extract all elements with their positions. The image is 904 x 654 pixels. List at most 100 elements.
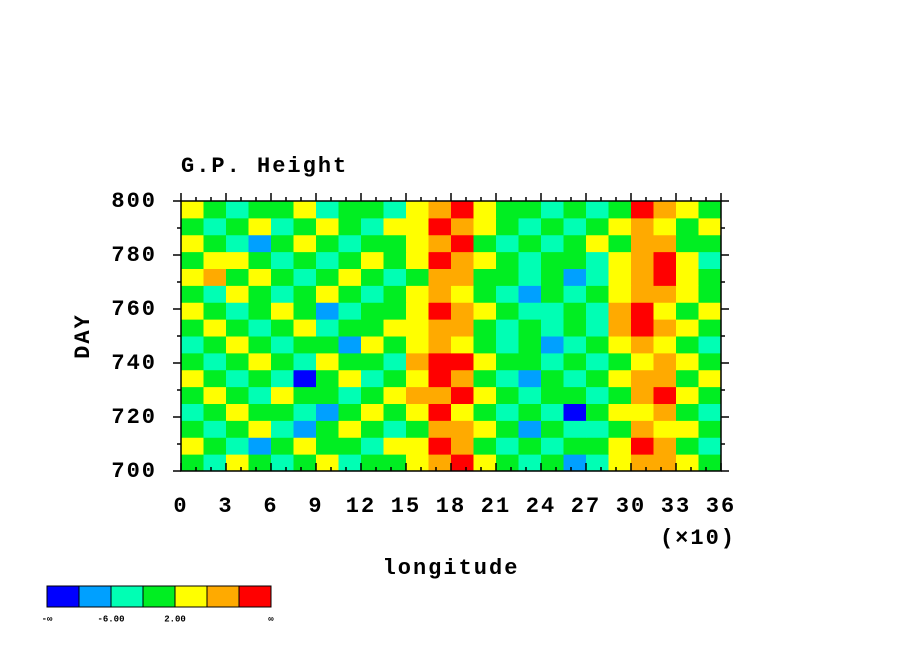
cell [653, 201, 677, 219]
cell [248, 234, 272, 253]
cell [496, 403, 519, 421]
cell [181, 234, 204, 253]
cell [428, 386, 452, 404]
cell [631, 454, 654, 472]
x-tick-label: 18 [436, 494, 466, 519]
cell [518, 251, 542, 269]
x-tick-label: 3 [218, 494, 233, 519]
cell [586, 403, 609, 421]
y-tick-label: 760 [111, 297, 157, 322]
cell [631, 217, 654, 236]
x-axis-label: longitude [383, 556, 520, 581]
cell [698, 386, 722, 404]
x-tick-label: 0 [173, 494, 188, 519]
cell [631, 403, 654, 421]
cell [608, 319, 632, 337]
colorbar-box [206, 585, 240, 608]
cell [608, 420, 632, 438]
cell [451, 454, 474, 472]
cell [496, 386, 519, 404]
cell [338, 285, 362, 303]
cell [631, 386, 654, 404]
cell [406, 285, 429, 303]
cell [563, 217, 587, 236]
cell [271, 454, 294, 472]
cell [181, 386, 204, 404]
cell [361, 251, 384, 269]
cell [653, 251, 677, 269]
cell [226, 285, 249, 303]
cell [316, 217, 339, 236]
cell [338, 454, 362, 472]
cell [676, 386, 699, 404]
cell [181, 201, 204, 219]
cell [293, 386, 317, 404]
cell [361, 420, 384, 438]
cell [698, 369, 722, 388]
cell [631, 201, 654, 219]
cell [203, 420, 227, 438]
cell [586, 268, 609, 286]
cell [406, 217, 429, 236]
cell [428, 369, 452, 388]
cell [361, 217, 384, 236]
cell [428, 201, 452, 219]
cell [428, 251, 452, 269]
cell [383, 285, 407, 303]
cell [473, 403, 497, 421]
cell [203, 251, 227, 269]
cell [383, 319, 407, 337]
cell [473, 285, 497, 303]
cell [338, 420, 362, 438]
y-tick-label: 720 [111, 405, 157, 430]
x-tick-label: 27 [571, 494, 601, 519]
cell [316, 352, 339, 371]
cell [226, 454, 249, 472]
cell [181, 217, 204, 236]
cell [563, 319, 587, 337]
y-tick-label: 700 [111, 459, 157, 484]
cell [338, 251, 362, 269]
cell [451, 319, 474, 337]
cell [203, 437, 227, 455]
cell [293, 268, 317, 286]
cell [203, 285, 227, 303]
cell [203, 217, 227, 236]
cell [496, 234, 519, 253]
cell [473, 234, 497, 253]
x-multiplier: (×10) [660, 526, 736, 551]
cell [428, 420, 452, 438]
cell [361, 201, 384, 219]
cell [608, 403, 632, 421]
cell [226, 352, 249, 371]
cell [406, 420, 429, 438]
cell [563, 302, 587, 320]
cell [361, 454, 384, 472]
cell [676, 285, 699, 303]
cell [451, 386, 474, 404]
field [181, 201, 722, 472]
cell [698, 302, 722, 320]
colorbar-box [110, 585, 144, 608]
cell [316, 201, 339, 219]
cell [406, 234, 429, 253]
cell [518, 336, 542, 354]
cell [541, 285, 564, 303]
cell [338, 302, 362, 320]
colorbar-box [46, 585, 80, 608]
cell [338, 336, 362, 354]
cell [698, 403, 722, 421]
cell [181, 268, 204, 286]
colorbar-box [174, 585, 208, 608]
cell [316, 336, 339, 354]
cell [181, 437, 204, 455]
cell [541, 420, 564, 438]
cell [676, 454, 699, 472]
cell [181, 369, 204, 388]
cell [631, 285, 654, 303]
x-tick-label: 21 [481, 494, 511, 519]
cell [203, 268, 227, 286]
x-tick-label: 36 [706, 494, 736, 519]
cell [698, 437, 722, 455]
